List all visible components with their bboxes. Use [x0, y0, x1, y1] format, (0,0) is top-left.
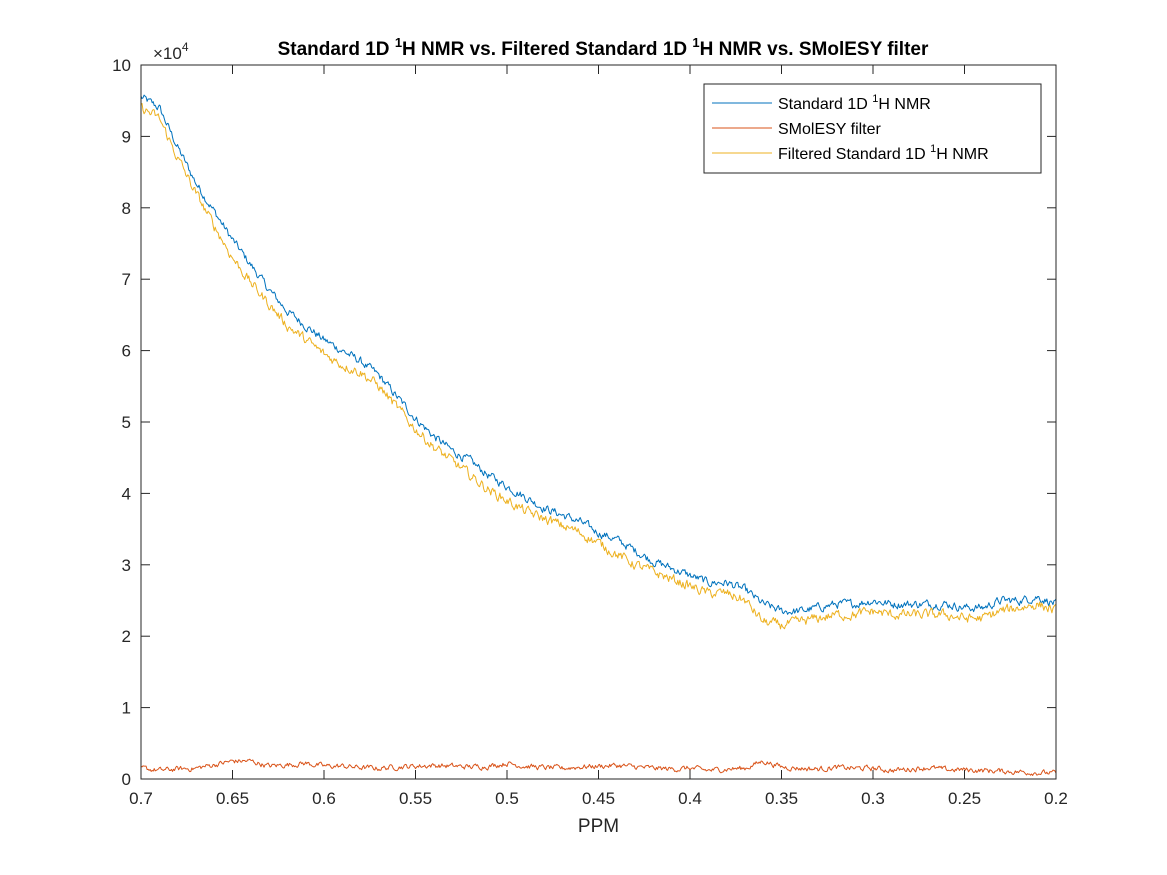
y-tick-label: 6 [122, 342, 131, 361]
x-tick-label: 0.6 [312, 789, 336, 808]
series-layer [140, 94, 1057, 776]
chart-title-part3: H NMR vs. SMolESY filter [700, 39, 929, 60]
x-tick-label: 0.45 [582, 789, 615, 808]
legend-entry-text: H NMR [936, 146, 988, 163]
series-line-1 [140, 94, 1057, 615]
y-tick-label: 7 [122, 270, 131, 289]
y-tick-label: 4 [122, 484, 131, 503]
y-axis-ticks: 0 1 2 3 4 5 6 7 8 9 10 [112, 56, 1056, 789]
x-tick-label: 0.5 [495, 789, 519, 808]
series-line-2 [140, 758, 1057, 776]
x-tick-label: 0.7 [129, 789, 153, 808]
chart-title-sup2: 1 [692, 35, 699, 50]
x-axis-label: PPM [578, 816, 619, 837]
legend-entry-1: Standard 1D 1H NMR [778, 93, 931, 113]
y-tick-label: 9 [122, 127, 131, 146]
chart-title: Standard 1D 1H NMR vs. Filtered Standard… [278, 35, 929, 60]
legend-entry-sup: 1 [930, 143, 936, 155]
y-tick-label: 10 [112, 56, 131, 75]
y-tick-label: 1 [122, 699, 131, 718]
chart-title-part2: H NMR vs. Filtered Standard 1D [402, 39, 692, 60]
x-tick-label: 0.35 [765, 789, 798, 808]
legend-entry-text: SMolESY filter [778, 121, 882, 138]
series-line-3 [140, 102, 1057, 630]
x-tick-label: 0.3 [861, 789, 885, 808]
chart-title-part1: Standard 1D [278, 39, 395, 60]
legend-entry-2: SMolESY filter [778, 121, 882, 138]
x-axis-ticks: 0.7 0.65 0.6 0.55 0.5 0.45 0.4 0.35 0.3 0.25 0.2 [129, 65, 1068, 808]
plot-area [141, 65, 1056, 779]
y-tick-label: 0 [122, 770, 131, 789]
legend-entry-text: H NMR [878, 96, 930, 113]
x-tick-label: 0.55 [399, 789, 432, 808]
x-tick-label: 0.2 [1044, 789, 1068, 808]
y-tick-label: 5 [122, 413, 131, 432]
chart-title-sup1: 1 [395, 35, 402, 50]
y-tick-label: 3 [122, 556, 131, 575]
y-tick-label: 2 [122, 627, 131, 646]
legend-entry-3: Filtered Standard 1D 1H NMR [778, 143, 989, 163]
legend-box [703, 83, 1042, 174]
y-tick-label: 8 [122, 199, 131, 218]
legend-entry-text: Standard 1D [778, 96, 872, 113]
x-tick-label: 0.4 [678, 789, 702, 808]
legend-entry-sup: 1 [872, 93, 878, 105]
x-tick-label: 0.25 [948, 789, 981, 808]
y-axis-multiplier-exponent: 4 [182, 40, 189, 54]
y-axis-multiplier: ×104 [153, 40, 189, 63]
x-tick-label: 0.65 [216, 789, 249, 808]
y-axis-multiplier-base: ×10 [153, 44, 182, 63]
legend-entry-text: Filtered Standard 1D [778, 146, 930, 163]
